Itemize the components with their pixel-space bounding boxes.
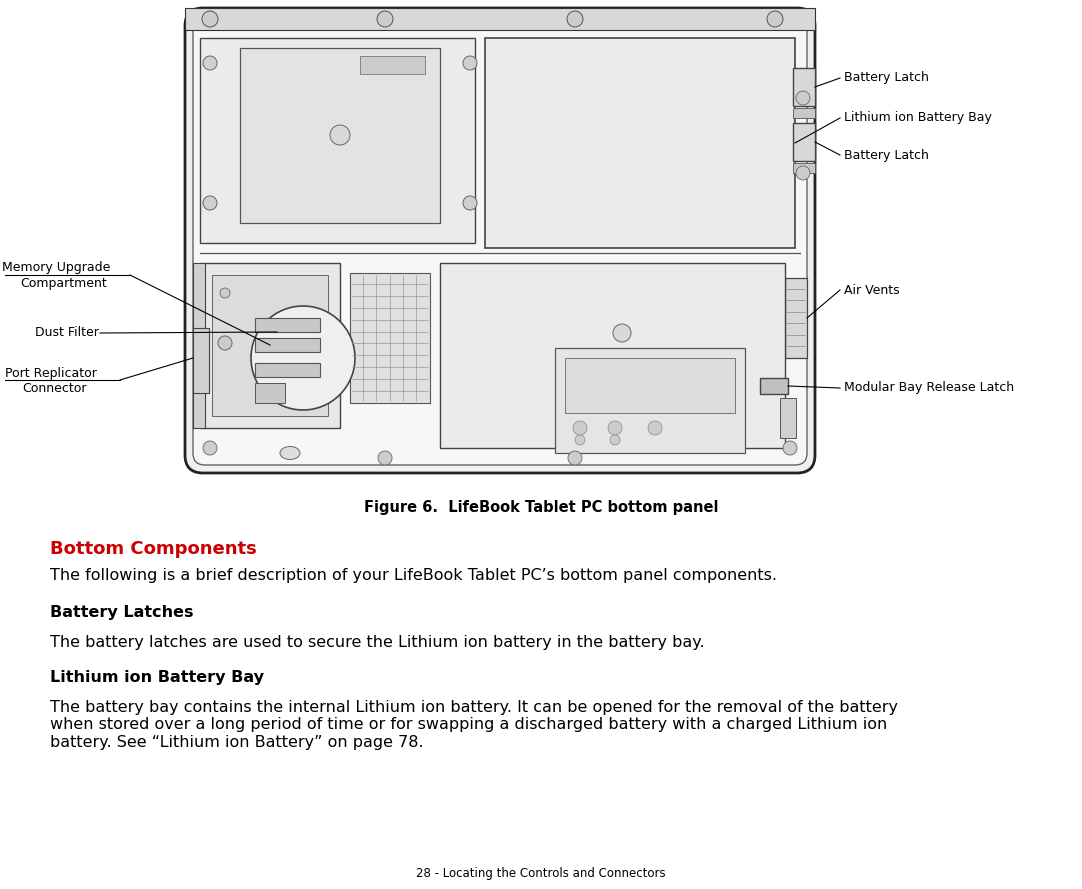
Circle shape xyxy=(378,451,392,465)
Text: Battery Latches: Battery Latches xyxy=(50,605,194,620)
Circle shape xyxy=(203,56,217,70)
Text: Lithium ion Battery Bay: Lithium ion Battery Bay xyxy=(50,670,264,685)
Bar xyxy=(555,348,745,453)
Circle shape xyxy=(203,441,217,455)
Text: Battery Latch: Battery Latch xyxy=(844,71,928,84)
Circle shape xyxy=(203,196,217,210)
Text: Compartment: Compartment xyxy=(19,276,107,290)
Circle shape xyxy=(377,11,393,27)
Bar xyxy=(193,263,204,428)
Text: 28 - Locating the Controls and Connectors: 28 - Locating the Controls and Connector… xyxy=(417,867,665,879)
Bar xyxy=(185,8,815,30)
Circle shape xyxy=(610,435,620,445)
Circle shape xyxy=(217,336,232,350)
Circle shape xyxy=(220,288,230,298)
Circle shape xyxy=(608,421,622,435)
Text: Dust Filter: Dust Filter xyxy=(35,326,98,340)
Text: The following is a brief description of your LifeBook Tablet PC’s bottom panel c: The following is a brief description of … xyxy=(50,568,777,583)
Bar xyxy=(485,38,795,248)
Bar xyxy=(780,398,796,438)
Bar xyxy=(440,263,786,448)
Bar xyxy=(212,275,328,416)
Circle shape xyxy=(251,306,355,410)
Bar xyxy=(793,68,815,106)
Text: Memory Upgrade: Memory Upgrade xyxy=(2,261,110,275)
Bar xyxy=(349,273,430,403)
Bar xyxy=(240,48,440,223)
Circle shape xyxy=(575,435,585,445)
Circle shape xyxy=(648,421,662,435)
Ellipse shape xyxy=(280,446,300,460)
Bar xyxy=(793,123,815,161)
Text: Battery Latch: Battery Latch xyxy=(844,148,928,162)
Bar xyxy=(200,263,340,428)
Bar xyxy=(793,163,815,173)
Text: The battery latches are used to secure the Lithium ion battery in the battery ba: The battery latches are used to secure t… xyxy=(50,635,704,650)
Circle shape xyxy=(767,11,783,27)
Text: Air Vents: Air Vents xyxy=(844,284,899,297)
Bar xyxy=(760,378,788,394)
Text: Modular Bay Release Latch: Modular Bay Release Latch xyxy=(844,381,1014,395)
Text: The battery bay contains the internal Lithium ion battery. It can be opened for : The battery bay contains the internal Li… xyxy=(50,700,898,749)
Bar xyxy=(255,338,320,352)
Bar xyxy=(565,358,735,413)
FancyBboxPatch shape xyxy=(193,16,807,465)
Circle shape xyxy=(573,421,588,435)
Text: Connector: Connector xyxy=(22,381,87,395)
FancyBboxPatch shape xyxy=(185,8,815,473)
Bar xyxy=(255,383,285,403)
Bar xyxy=(200,38,475,243)
Bar xyxy=(255,363,320,377)
Bar xyxy=(255,318,320,332)
Circle shape xyxy=(330,125,349,145)
Text: Figure 6.  LifeBook Tablet PC bottom panel: Figure 6. LifeBook Tablet PC bottom pane… xyxy=(364,500,718,515)
Circle shape xyxy=(463,56,477,70)
Text: Bottom Components: Bottom Components xyxy=(50,540,256,558)
Bar xyxy=(786,278,807,358)
Bar xyxy=(793,108,815,118)
Circle shape xyxy=(796,166,810,180)
Circle shape xyxy=(202,11,217,27)
Circle shape xyxy=(783,441,797,455)
Text: Lithium ion Battery Bay: Lithium ion Battery Bay xyxy=(844,111,992,124)
Circle shape xyxy=(567,11,583,27)
Bar xyxy=(193,328,209,393)
Circle shape xyxy=(463,196,477,210)
Text: Port Replicator: Port Replicator xyxy=(5,366,97,380)
Circle shape xyxy=(568,451,582,465)
Bar xyxy=(360,56,425,74)
Circle shape xyxy=(796,91,810,105)
Circle shape xyxy=(613,324,631,342)
